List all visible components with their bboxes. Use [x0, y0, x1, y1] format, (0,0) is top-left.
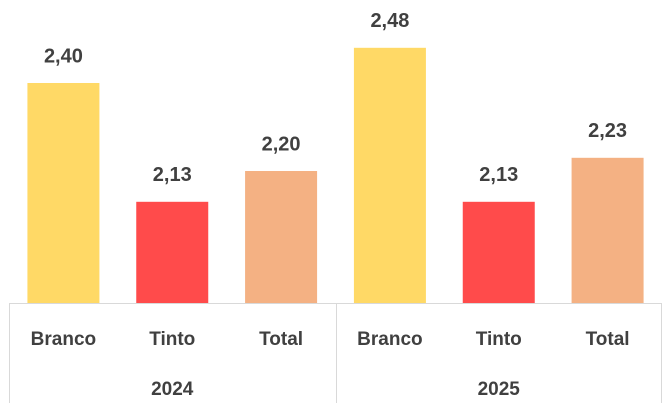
bar: [136, 201, 209, 303]
x-tick-label: Total: [259, 329, 303, 350]
x-tick-label: Total: [586, 329, 630, 350]
group-label: 2024: [151, 379, 194, 400]
x-tick-label: Tinto: [476, 329, 522, 350]
data-label: 2,20: [262, 133, 301, 155]
bar: [571, 157, 644, 303]
x-tick-label: Branco: [357, 329, 422, 350]
x-tick-label: Tinto: [149, 329, 195, 350]
bar: [462, 201, 535, 303]
bar: [353, 47, 426, 303]
data-label: 2,48: [370, 10, 409, 32]
group-label: 2025: [478, 379, 521, 400]
bar: [27, 83, 100, 303]
data-label: 2,13: [479, 164, 518, 186]
data-label: 2,23: [588, 120, 627, 142]
data-label: 2,13: [153, 164, 192, 186]
data-label: 2,40: [44, 45, 83, 67]
x-tick-label: Branco: [31, 329, 96, 350]
bar: [245, 171, 318, 303]
